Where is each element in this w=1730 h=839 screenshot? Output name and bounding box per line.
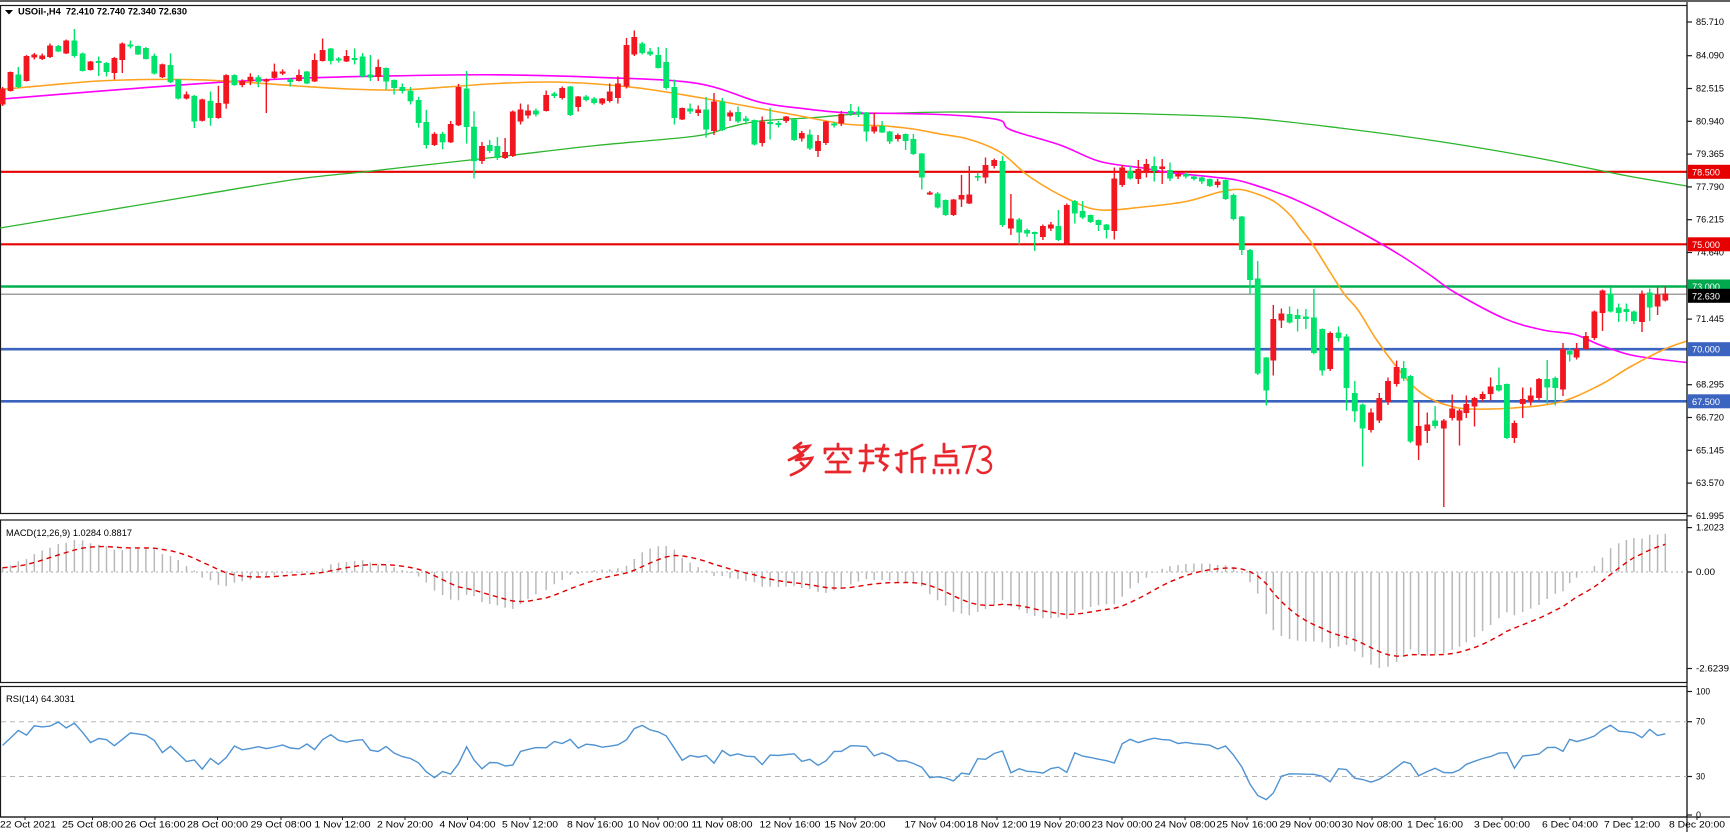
svg-text:78.500: 78.500: [1692, 167, 1720, 177]
svg-text:22 Oct 2021: 22 Oct 2021: [0, 820, 56, 830]
svg-text:4 Nov 04:00: 4 Nov 04:00: [440, 820, 496, 830]
svg-text:30 Nov 08:00: 30 Nov 08:00: [1342, 820, 1403, 830]
svg-text:-2.6239: -2.6239: [1696, 664, 1729, 674]
svg-text:MACD(12,26,9) 1.0284 0.8817: MACD(12,26,9) 1.0284 0.8817: [6, 528, 132, 538]
svg-text:85.710: 85.710: [1696, 17, 1724, 27]
svg-text:8 Nov 16:00: 8 Nov 16:00: [567, 820, 623, 830]
svg-text:24 Nov 08:00: 24 Nov 08:00: [1155, 820, 1216, 830]
svg-text:29 Nov 00:00: 29 Nov 00:00: [1280, 820, 1341, 830]
svg-text:10 Nov 00:00: 10 Nov 00:00: [628, 820, 689, 830]
svg-text:28 Oct 00:00: 28 Oct 00:00: [187, 820, 248, 830]
svg-text:6 Dec 04:00: 6 Dec 04:00: [1542, 820, 1598, 830]
svg-text:7 Dec 12:00: 7 Dec 12:00: [1604, 820, 1660, 830]
svg-text:84.090: 84.090: [1696, 51, 1724, 61]
svg-text:65.145: 65.145: [1696, 445, 1724, 455]
svg-text:12 Nov 16:00: 12 Nov 16:00: [760, 820, 821, 830]
svg-text:19 Nov 20:00: 19 Nov 20:00: [1030, 820, 1091, 830]
svg-text:66.720: 66.720: [1696, 413, 1724, 423]
svg-text:8 Dec 20:00: 8 Dec 20:00: [1669, 820, 1725, 830]
svg-text:63.570: 63.570: [1696, 478, 1724, 488]
svg-text:79.365: 79.365: [1696, 149, 1724, 159]
svg-text:75.000: 75.000: [1692, 240, 1720, 250]
svg-text:80.940: 80.940: [1696, 116, 1724, 126]
svg-text:0: 0: [1696, 810, 1701, 820]
svg-text:3 Dec 00:00: 3 Dec 00:00: [1474, 820, 1530, 830]
svg-text:68.295: 68.295: [1696, 380, 1724, 390]
svg-text:26 Oct 16:00: 26 Oct 16:00: [125, 820, 186, 830]
svg-text:77.790: 77.790: [1696, 182, 1724, 192]
svg-text:18 Nov 12:00: 18 Nov 12:00: [967, 820, 1028, 830]
svg-text:76.215: 76.215: [1696, 215, 1724, 225]
svg-text:15 Nov 20:00: 15 Nov 20:00: [825, 820, 886, 830]
svg-text:61.995: 61.995: [1696, 511, 1724, 521]
svg-text:11 Nov 08:00: 11 Nov 08:00: [692, 820, 753, 830]
svg-text:70.000: 70.000: [1692, 345, 1720, 355]
svg-text:25 Nov 16:00: 25 Nov 16:00: [1217, 820, 1278, 830]
svg-text:72.630: 72.630: [1692, 291, 1720, 301]
svg-text:73.000: 73.000: [1692, 282, 1720, 292]
svg-text:71.445: 71.445: [1696, 314, 1724, 324]
svg-text:70: 70: [1696, 717, 1705, 727]
svg-text:1 Dec 16:00: 1 Dec 16:00: [1407, 820, 1463, 830]
svg-text:RSI(14) 64.3031: RSI(14) 64.3031: [6, 694, 75, 704]
svg-text:USOil-,H4 72.410 72.740 72.34: USOil-,H4 72.410 72.740 72.340 72.630: [18, 7, 187, 17]
svg-text:23 Nov 00:00: 23 Nov 00:00: [1092, 820, 1153, 830]
svg-text:17 Nov 04:00: 17 Nov 04:00: [905, 820, 966, 830]
svg-text:100: 100: [1696, 687, 1710, 697]
svg-text:82.515: 82.515: [1696, 84, 1724, 94]
svg-text:0.00: 0.00: [1696, 567, 1715, 577]
svg-text:74.640: 74.640: [1696, 248, 1724, 258]
svg-text:1 Nov 12:00: 1 Nov 12:00: [315, 820, 371, 830]
svg-text:5 Nov 12:00: 5 Nov 12:00: [502, 820, 558, 830]
svg-text:29 Oct 08:00: 29 Oct 08:00: [251, 820, 312, 830]
svg-text:30: 30: [1696, 772, 1705, 782]
svg-text:1.2023: 1.2023: [1696, 523, 1724, 533]
svg-text:67.500: 67.500: [1692, 397, 1720, 407]
svg-text:25 Oct 08:00: 25 Oct 08:00: [62, 820, 123, 830]
svg-text:2 Nov 20:00: 2 Nov 20:00: [377, 820, 433, 830]
